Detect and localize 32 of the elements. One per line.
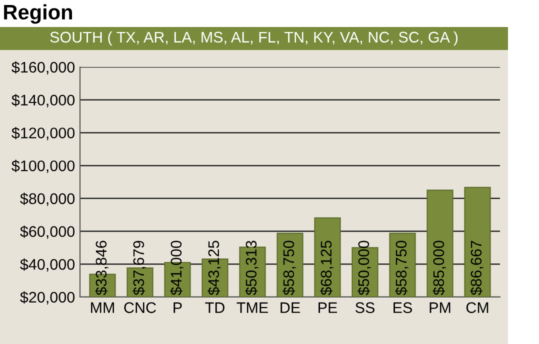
x-tick-label: TD: [205, 302, 224, 313]
y-tick-label: $80,000: [20, 192, 75, 206]
data-label: $58,750: [282, 240, 296, 296]
y-tick-label: $140,000: [12, 94, 75, 108]
x-tick-label: TME: [236, 302, 268, 313]
data-label: $50,313: [245, 240, 258, 296]
y-tick-label: $120,000: [12, 126, 75, 140]
data-label: $85,000: [432, 240, 446, 296]
chart-subtitle: SOUTH ( TX, AR, LA, MS, AL, FL, TN, KY, VA, NC, SC, GA ): [50, 31, 458, 46]
data-label: $86,667: [470, 240, 484, 296]
data-label: $33,846: [95, 240, 108, 296]
x-tick-label: SS: [356, 302, 374, 314]
data-label: $50,000: [358, 240, 371, 296]
x-tick-label: PM: [430, 302, 450, 313]
x-tick-label: CM: [466, 302, 488, 314]
x-tick-label: ES: [394, 302, 412, 314]
x-tick-label: MM: [91, 302, 114, 313]
chart-title: Region: [4, 4, 72, 24]
x-tick-label: DE: [280, 302, 300, 313]
y-tick-label: $20,000: [20, 291, 75, 304]
y-tick-label: $160,000: [12, 61, 75, 74]
x-tick-label: CNC: [124, 302, 156, 314]
y-tick-label: $100,000: [12, 160, 75, 174]
data-label: $43,125: [208, 240, 221, 296]
data-label: $37,679: [132, 240, 146, 296]
x-tick-label: PE: [318, 302, 338, 313]
data-label: $41,000: [170, 240, 184, 296]
y-tick-label: $60,000: [20, 226, 75, 239]
y-tick-label: $40,000: [20, 258, 75, 272]
data-label: $68,125: [320, 240, 334, 296]
x-tick-label: P: [174, 302, 182, 313]
data-label: $58,750: [395, 240, 408, 296]
